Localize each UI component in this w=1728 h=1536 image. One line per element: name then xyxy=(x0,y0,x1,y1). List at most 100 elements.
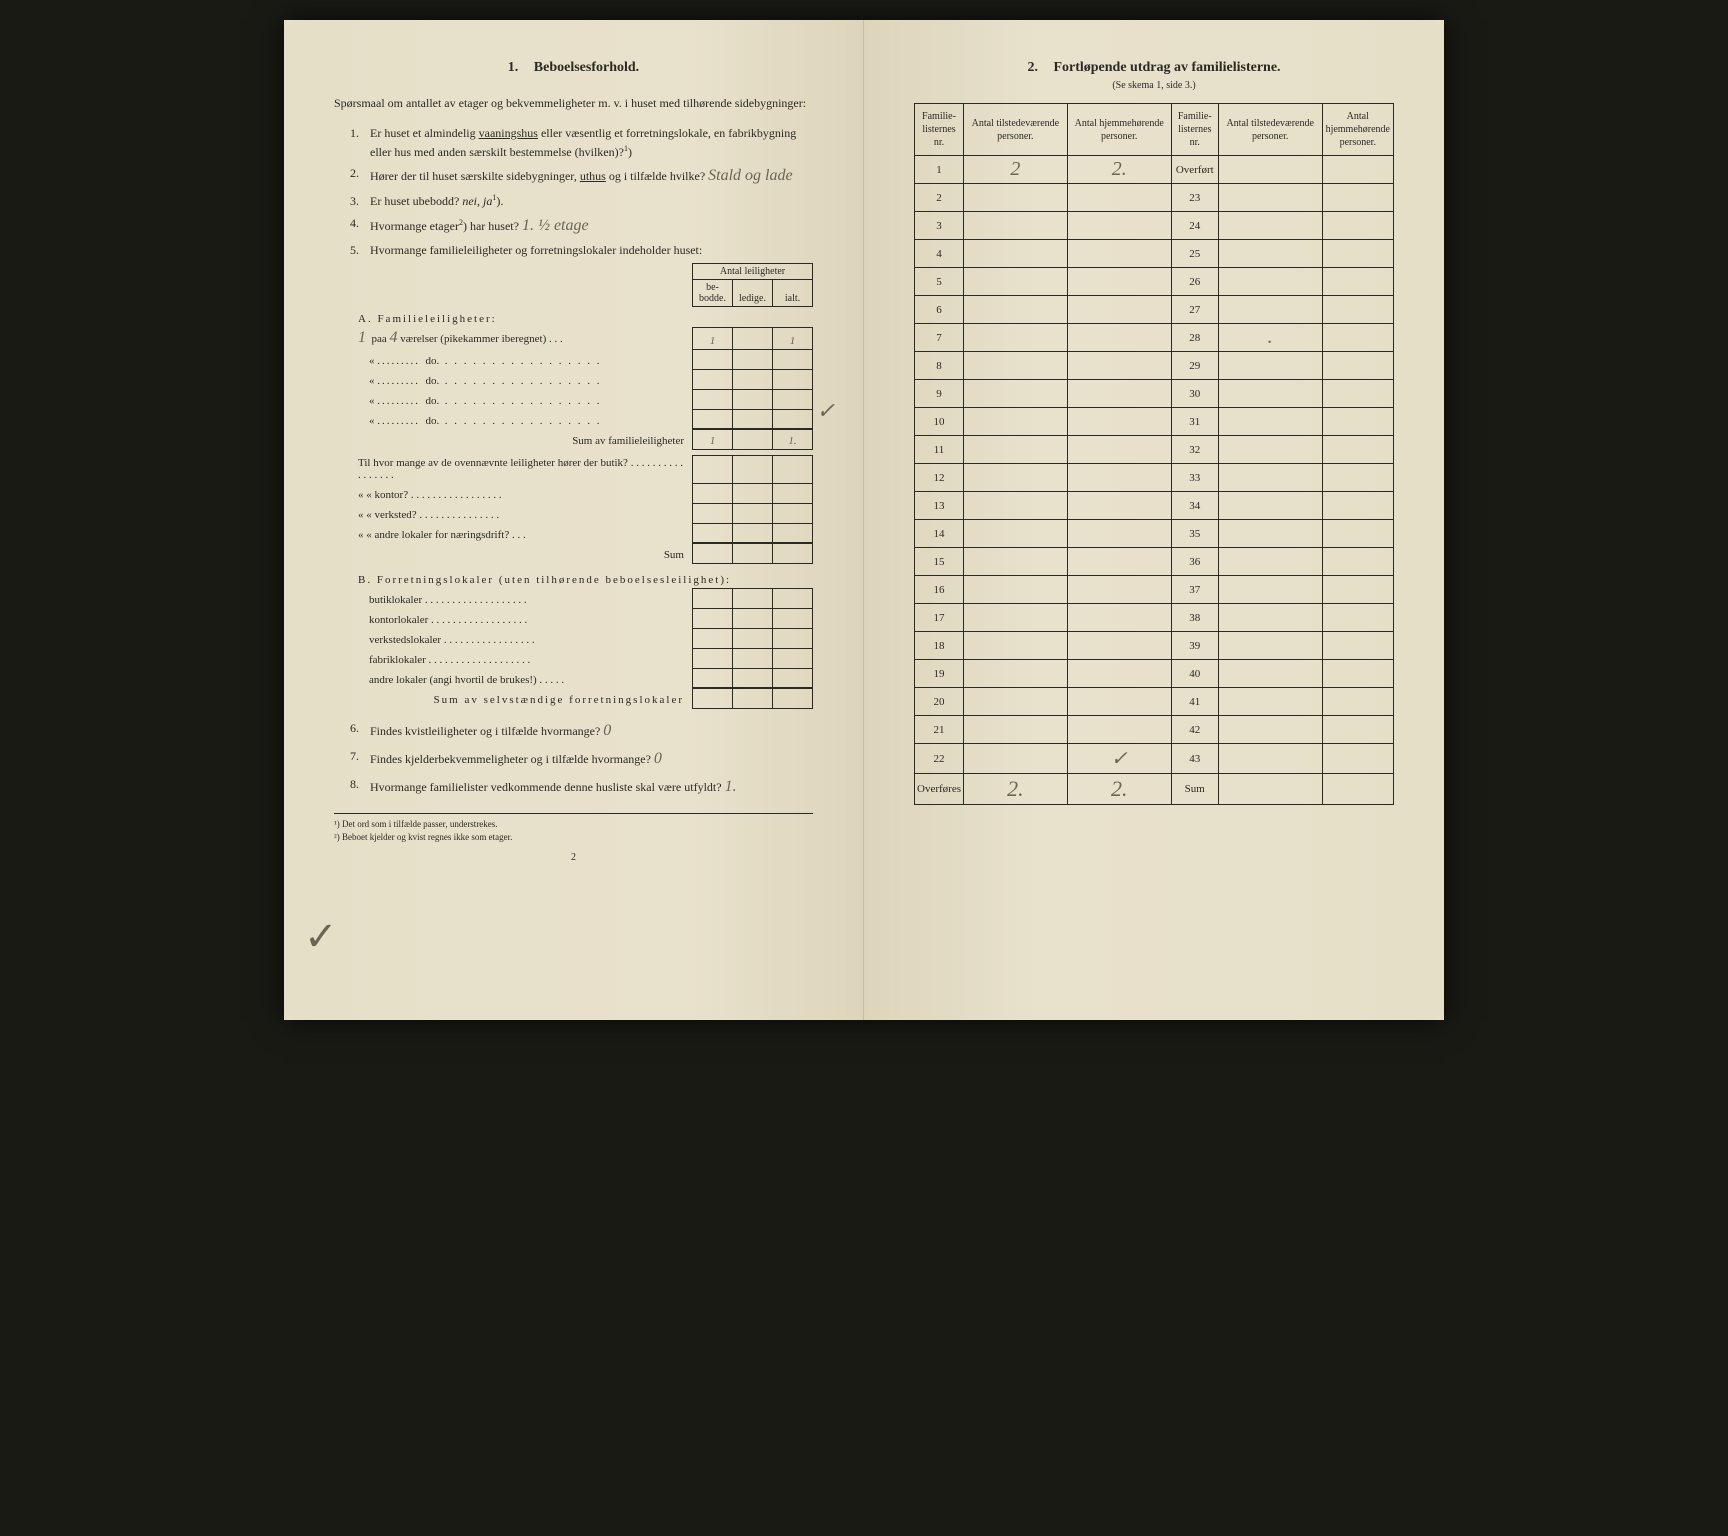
th-hjemme-right: Antal hjemmehørende personer. xyxy=(1322,104,1393,156)
table-cell xyxy=(1322,716,1393,744)
table-cell xyxy=(1218,408,1322,436)
table-cell: 29 xyxy=(1171,352,1218,380)
table-row: « ......... do. . . . . . . . . . . . . … xyxy=(354,369,813,389)
sum-check-icon: ✓ xyxy=(817,398,835,424)
table-cell: 21 xyxy=(915,716,964,744)
table-row: Til hvor mange av de ovennævnte leilighe… xyxy=(354,455,813,483)
question-6: 6. Findes kvistleiligheter og i tilfælde… xyxy=(350,719,813,744)
question-7: 7. Findes kjelderbekvemmeligheter og i t… xyxy=(350,747,813,772)
q4-text: Hvormange etager2) har huset? 1. ½ etage xyxy=(370,214,813,239)
table-cell xyxy=(963,548,1067,576)
th-tilstede-left: Antal tilstedeværende personer. xyxy=(963,104,1067,156)
table-row: 1031 xyxy=(915,408,1394,436)
th-ialt: ialt. xyxy=(773,279,813,306)
right-section-title-text: Fortløpende utdrag av familielisterne. xyxy=(1053,60,1280,75)
table-cell xyxy=(963,688,1067,716)
table-cell xyxy=(963,660,1067,688)
table-cell: 32 xyxy=(1171,436,1218,464)
table-row: 1839 xyxy=(915,632,1394,660)
q1-num: 1. xyxy=(350,124,370,161)
table-cell: 41 xyxy=(1171,688,1218,716)
q5-text: Hvormange familieleiligheter og forretni… xyxy=(370,241,813,260)
table-cell xyxy=(1218,436,1322,464)
table-cell xyxy=(963,408,1067,436)
question-2: 2. Hører der til huset særskilte sidebyg… xyxy=(350,164,813,189)
table-cell xyxy=(1322,324,1393,352)
familielister-table: Familie-listernes nr. Antal tilstedevære… xyxy=(914,103,1394,805)
table-cell: 26 xyxy=(1171,268,1218,296)
footnote-1: ¹) Det ord som i tilfælde passer, unders… xyxy=(334,818,813,831)
table-cell: 11 xyxy=(915,436,964,464)
table-cell: ✓ xyxy=(1067,744,1171,774)
intro-text: Spørsmaal om antallet av etager og bekve… xyxy=(334,94,813,112)
table-row: 1536 xyxy=(915,548,1394,576)
table-cell: 39 xyxy=(1171,632,1218,660)
table-cell: 23 xyxy=(1171,184,1218,212)
table-row: 1334 xyxy=(915,492,1394,520)
right-section-number: 2. xyxy=(1027,60,1038,75)
table-cell xyxy=(963,632,1067,660)
table-cell xyxy=(1218,744,1322,774)
question-list: 1. Er huset et almindelig vaaningshus el… xyxy=(334,124,813,260)
table-cell: 8 xyxy=(915,352,964,380)
left-section-title: 1. Beboelsesforhold. xyxy=(334,60,813,76)
table-cell xyxy=(1322,520,1393,548)
table-cell: 37 xyxy=(1171,576,1218,604)
table-cell xyxy=(1067,184,1171,212)
table-cell: 36 xyxy=(1171,548,1218,576)
left-section-title-text: Beboelsesforhold. xyxy=(534,60,639,75)
table-cell xyxy=(1067,296,1171,324)
table-cell: 27 xyxy=(1171,296,1218,324)
table-cell: 20 xyxy=(915,688,964,716)
table-cell: 2 xyxy=(963,156,1067,184)
table-row: 627 xyxy=(915,296,1394,324)
table-cell: 28 xyxy=(1171,324,1218,352)
table-row: 3 24 xyxy=(915,212,1394,240)
table-cell xyxy=(1067,324,1171,352)
table-cell: 3 xyxy=(915,212,964,240)
sum-row-sub: Sum xyxy=(354,543,813,563)
table-cell: 18 xyxy=(915,632,964,660)
table-row: 22✓43 xyxy=(915,744,1394,774)
table-cell xyxy=(1322,436,1393,464)
th-nr-left: Familie-listernes nr. xyxy=(915,104,964,156)
q3-text: Er huset ubebodd? nei, ja1). xyxy=(370,192,813,211)
table-cell xyxy=(1322,268,1393,296)
table-cell: 7 xyxy=(915,324,964,352)
table-row: 11 32 xyxy=(915,436,1394,464)
table-cell: 5 xyxy=(915,268,964,296)
table-cell xyxy=(1218,212,1322,240)
right-page: 2. Fortløpende utdrag av familielisterne… xyxy=(864,20,1444,1020)
table-cell xyxy=(1322,212,1393,240)
q4-num: 4. xyxy=(350,214,370,239)
table-row: « « kontor? . . . . . . . . . . . . . . … xyxy=(354,483,813,503)
right-subtitle: (Se skema 1, side 3.) xyxy=(914,80,1394,91)
table-cell xyxy=(963,576,1067,604)
sum-v1 xyxy=(1218,774,1322,805)
q2-num: 2. xyxy=(350,164,370,189)
footnotes: ¹) Det ord som i tilfælde passer, unders… xyxy=(334,813,813,843)
table-cell xyxy=(1067,660,1171,688)
table-row: 1940 xyxy=(915,660,1394,688)
table-cell xyxy=(1067,212,1171,240)
table-row: kontorlokaler . . . . . . . . . . . . . … xyxy=(354,608,813,628)
table-cell xyxy=(963,380,1067,408)
table-cell xyxy=(1322,464,1393,492)
document-spread: 1. Beboelsesforhold. Spørsmaal om antall… xyxy=(284,20,1444,1020)
table-cell: 43 xyxy=(1171,744,1218,774)
table-cell: 33 xyxy=(1171,464,1218,492)
sum-row-a: Sum av familieleiligheter 1 1. xyxy=(354,429,813,449)
table-row: « ......... do. . . . . . . . . . . . . … xyxy=(354,409,813,429)
table-cell: 24 xyxy=(1171,212,1218,240)
table-cell: 38 xyxy=(1171,604,1218,632)
table-cell xyxy=(1067,548,1171,576)
table-cell xyxy=(1218,352,1322,380)
th-bebodde: be-bodde. xyxy=(693,279,733,306)
table-row: 5 26 xyxy=(915,268,1394,296)
table-cell xyxy=(1322,632,1393,660)
question-4: 4. Hvormange etager2) har huset? 1. ½ et… xyxy=(350,214,813,239)
table-cell xyxy=(963,520,1067,548)
table-cell xyxy=(1067,576,1171,604)
table-cell: 16 xyxy=(915,576,964,604)
table-cell xyxy=(1218,296,1322,324)
